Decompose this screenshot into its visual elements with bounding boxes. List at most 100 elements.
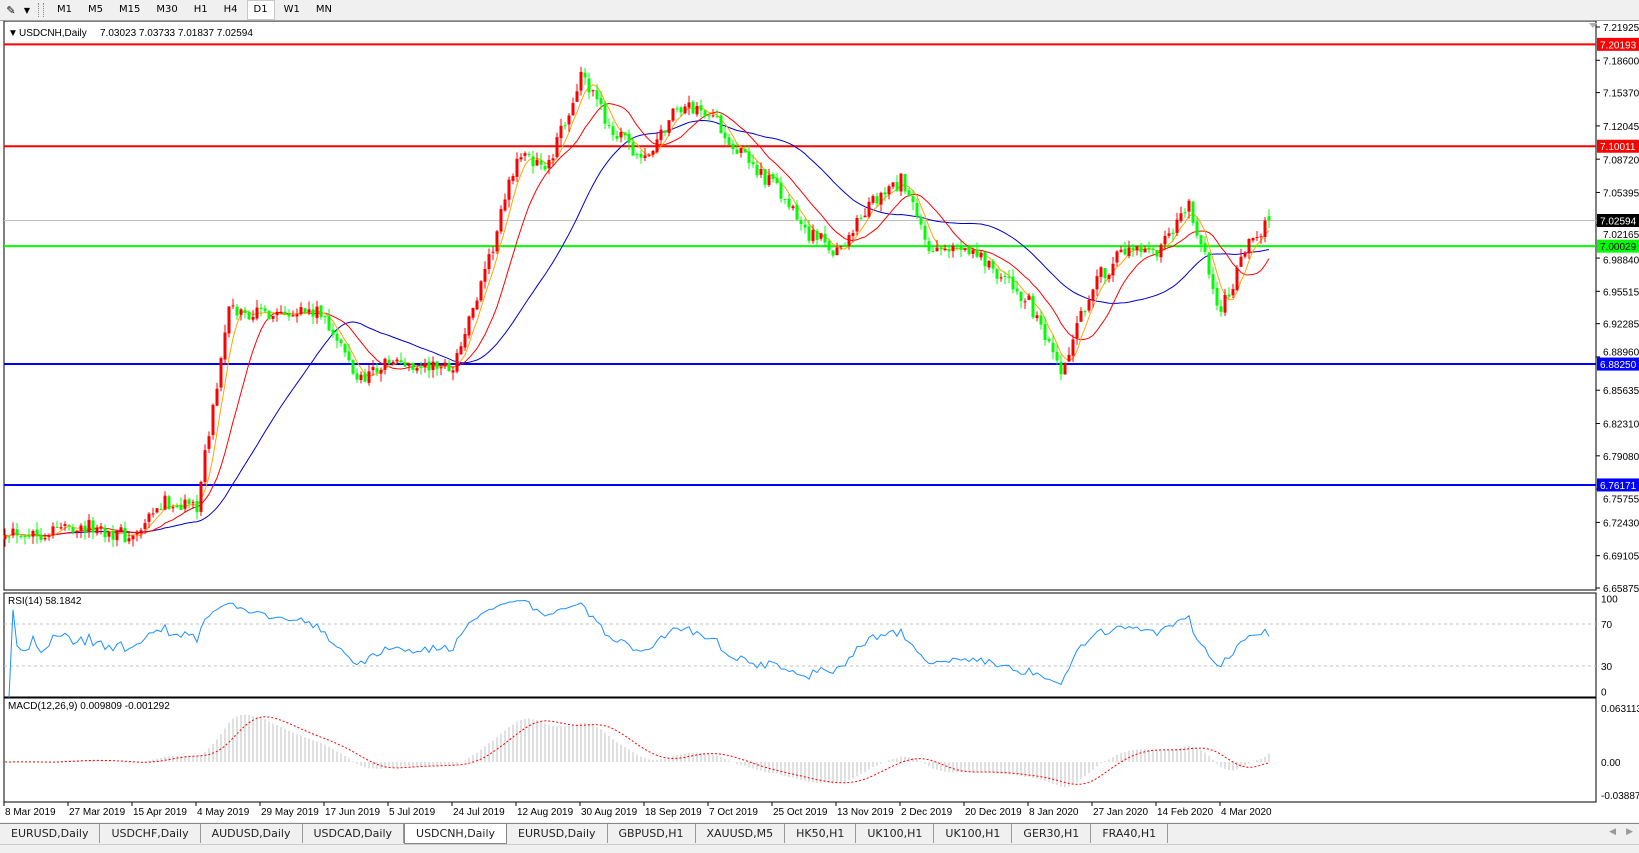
bear-candle bbox=[235, 306, 239, 316]
bull-candle bbox=[951, 245, 955, 252]
chart-tab[interactable]: EURUSD,Daily bbox=[507, 824, 608, 843]
timeframe-m5[interactable]: M5 bbox=[88, 4, 103, 15]
timeframe-m15[interactable]: M15 bbox=[119, 4, 141, 15]
bull-candle bbox=[59, 527, 63, 529]
bear-candle bbox=[923, 225, 927, 240]
bear-candle bbox=[1195, 221, 1199, 236]
ma-mid-line bbox=[4, 102, 1270, 537]
bull-candle bbox=[479, 281, 483, 301]
bear-candle bbox=[335, 333, 339, 341]
bull-candle bbox=[839, 246, 843, 248]
chart-tab[interactable]: GER30,H1 bbox=[1012, 824, 1092, 843]
bear-candle bbox=[623, 132, 627, 136]
bull-candle bbox=[487, 254, 491, 270]
chart-tab[interactable]: UK100,H1 bbox=[856, 824, 935, 843]
bull-candle bbox=[79, 525, 83, 532]
bear-candle bbox=[895, 182, 899, 191]
bear-candle bbox=[807, 226, 811, 241]
bull-candle bbox=[171, 507, 175, 509]
bull-candle bbox=[1091, 289, 1095, 301]
bear-candle bbox=[947, 249, 951, 252]
bull-candle bbox=[1143, 248, 1147, 253]
time-tick-label: 8 Jan 2020 bbox=[1029, 807, 1079, 818]
bear-candle bbox=[331, 329, 335, 335]
macd-panel bbox=[3, 697, 1597, 803]
bear-candle bbox=[311, 309, 315, 317]
chart-tab[interactable]: AUDUSD,Daily bbox=[201, 824, 303, 843]
chart-title-arrow[interactable]: ▼ bbox=[8, 28, 18, 39]
bull-candle bbox=[643, 155, 647, 159]
chart-tab[interactable]: GBPUSD,H1 bbox=[608, 824, 696, 843]
price-tick-label: 7.02165 bbox=[1603, 230, 1639, 241]
chart-tab[interactable]: USDCAD,Daily bbox=[303, 824, 405, 843]
bull-candle bbox=[1263, 220, 1267, 237]
chevron-down-icon[interactable]: ▼ bbox=[23, 5, 31, 15]
bear-candle bbox=[1083, 311, 1087, 313]
bull-candle bbox=[423, 362, 427, 368]
scroll-left-icon[interactable]: ◀ bbox=[1609, 827, 1617, 837]
price-tick-label: 6.72430 bbox=[1603, 518, 1639, 529]
price-level-tag-label: 6.76171 bbox=[1600, 481, 1637, 492]
bear-candle bbox=[355, 373, 359, 380]
bull-candle bbox=[407, 364, 411, 366]
rsi-panel bbox=[3, 592, 1597, 698]
scroll-right-icon[interactable]: ▶ bbox=[1626, 827, 1633, 837]
bull-candle bbox=[847, 234, 851, 246]
price-tick-label: 7.15370 bbox=[1603, 89, 1639, 100]
bull-candle bbox=[251, 317, 255, 320]
bear-candle bbox=[587, 78, 591, 93]
bull-candle bbox=[107, 531, 111, 537]
timeframe-m1[interactable]: M1 bbox=[57, 4, 72, 15]
bull-candle bbox=[135, 531, 139, 535]
toolbar-grip[interactable] bbox=[38, 3, 44, 17]
line-tools-icon[interactable]: ✎ bbox=[6, 3, 16, 17]
chart-shift-marker-icon[interactable] bbox=[1589, 23, 1597, 28]
chart-tab[interactable]: HK50,H1 bbox=[785, 824, 857, 843]
price-chart[interactable]: 7.21925 7.18600 7.15370 7.12045 7.08720 7.053… bbox=[0, 21, 1639, 822]
bear-candle bbox=[815, 231, 819, 240]
bull-candle bbox=[163, 495, 167, 510]
bull-candle bbox=[1187, 200, 1191, 212]
bull-candle bbox=[579, 71, 583, 91]
bear-candle bbox=[1207, 252, 1211, 275]
bear-candle bbox=[595, 90, 599, 100]
chart-tab[interactable]: USDCNH,Daily bbox=[404, 824, 508, 844]
bear-candle bbox=[39, 535, 43, 540]
bear-candle bbox=[427, 361, 431, 371]
bear-candle bbox=[1007, 276, 1011, 278]
chart-tab[interactable]: XAUUSD,M5 bbox=[696, 824, 786, 843]
bear-candle bbox=[991, 261, 995, 269]
chart-tab[interactable]: USDCHF,Daily bbox=[100, 824, 201, 843]
bull-candle bbox=[295, 314, 299, 317]
bull-candle bbox=[651, 150, 655, 155]
time-tick-label: 29 May 2019 bbox=[261, 807, 319, 818]
bear-candle bbox=[831, 250, 835, 256]
chart-tab[interactable]: EURUSD,Daily bbox=[0, 824, 101, 843]
timeframe-h4[interactable]: H4 bbox=[223, 4, 238, 15]
bull-candle bbox=[987, 260, 991, 268]
chart-window[interactable]: 7.21925 7.18600 7.15370 7.12045 7.08720 7.053… bbox=[0, 21, 1639, 822]
bear-candle bbox=[263, 308, 267, 312]
timeframe-w1[interactable]: W1 bbox=[283, 4, 300, 15]
bull-candle bbox=[1167, 233, 1171, 236]
chart-tab[interactable]: FRA40,H1 bbox=[1091, 824, 1169, 843]
bull-candle bbox=[519, 157, 523, 160]
bull-candle bbox=[659, 129, 663, 141]
price-tick-label: 6.92285 bbox=[1603, 320, 1639, 331]
timeframe-h1[interactable]: H1 bbox=[193, 4, 208, 15]
timeframe-mn[interactable]: MN bbox=[315, 4, 332, 15]
bull-candle bbox=[451, 370, 455, 373]
bull-candle bbox=[1259, 236, 1263, 238]
bull-candle bbox=[151, 513, 155, 515]
bear-candle bbox=[707, 115, 711, 117]
bear-candle bbox=[1019, 291, 1023, 301]
bull-candle bbox=[223, 332, 227, 360]
timeframe-d1[interactable]: D1 bbox=[246, 0, 275, 20]
bull-candle bbox=[1099, 267, 1103, 277]
timeframe-m30[interactable]: M30 bbox=[156, 4, 178, 15]
chart-tab[interactable]: UK100,H1 bbox=[934, 824, 1013, 843]
price-level-tag bbox=[1597, 357, 1639, 371]
bull-candle bbox=[887, 186, 891, 195]
price-tick-label: 6.75755 bbox=[1603, 494, 1639, 505]
bear-candle bbox=[939, 247, 943, 250]
